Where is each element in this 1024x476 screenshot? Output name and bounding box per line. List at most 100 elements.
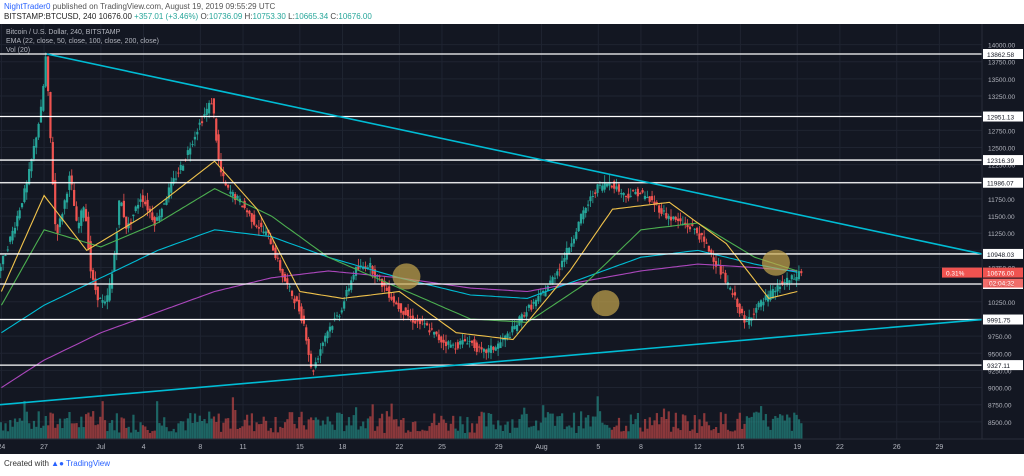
tradingview-logo[interactable]: ▲● TradingView [51,459,111,468]
volume-bar [634,419,637,439]
candle-body [205,108,208,115]
price-tick-label: 9500.00 [988,351,1012,358]
volume-bar [9,420,12,439]
volume-bar [77,427,81,439]
volume-bar [684,415,687,439]
volume-bar [490,413,493,439]
candle-body [513,325,516,330]
chart-area[interactable]: 8500.00 8750.00 9000.00 9250.00 9500.00 9750.… [0,24,1024,454]
volume-bar [577,426,580,439]
volume-bar [28,423,31,439]
level-price-label: 10948.03 [987,252,1014,259]
candle-body [115,232,118,255]
candle-body [338,316,341,318]
volume-bar [617,417,621,439]
volume-bar [291,412,294,439]
volume-bar [75,423,78,439]
candle-body [82,207,85,218]
candle-body [454,348,457,350]
candle-body [508,337,512,339]
candle-body [463,339,467,342]
candle-body [369,263,372,268]
volume-bar [267,430,270,439]
legend-title: Bitcoin / U.S. Dollar, 240, BITSTAMP [6,29,121,36]
time-tick-label: 15 [737,444,745,451]
candle-body [714,260,718,267]
candle-body [229,191,232,194]
volume-bar [800,423,803,439]
candle-body [210,103,213,105]
volume-bar [295,428,298,439]
candle-body [527,304,530,308]
candle-body [61,214,64,222]
candle-body [605,183,609,187]
volume-bar [347,417,351,439]
candle-body [262,231,265,233]
candle-body [352,274,355,280]
candle-body [250,213,253,222]
legend-ema[interactable]: EMA (22, close, 50, close, 100, close, 2… [6,38,159,45]
volume-bar [328,421,332,439]
ohlc-line: BITSTAMP:BTCUSD, 240 10676.00 +357.01 (+… [4,12,372,21]
volume-bar [501,430,505,439]
volume-bar [84,414,88,439]
volume-bar [620,431,623,439]
candle-body [141,195,144,202]
volume-bar [674,412,677,439]
candle-body [579,214,583,224]
volume-bar [646,428,649,439]
candle-body [698,233,701,240]
candle-body [274,247,277,259]
candle-body [286,278,289,285]
volume-bar [698,419,701,439]
volume-bar [537,430,540,439]
volume-bar [253,431,256,439]
candle-body [660,208,663,214]
tradingview-brand[interactable]: TradingView [65,459,111,468]
candle-body [300,306,303,321]
volume-bar [778,414,782,439]
price-chart[interactable]: 8500.00 8750.00 9000.00 9250.00 9500.00 9750.… [0,24,1024,454]
volume-bar [774,416,777,439]
volume-bar [269,428,272,439]
level-price-tag [983,49,1023,60]
volume-bar [364,428,367,439]
candle-body [501,338,504,340]
volume-bar [276,432,280,439]
volume-bar [651,425,654,439]
author-link[interactable]: NightTrader0 [4,2,51,11]
volume-bar [473,432,476,439]
volume-bar [340,413,343,439]
time-tick-label: 27 [40,444,48,451]
volume-bar [525,413,528,439]
candle-body [6,249,9,251]
candle-body [736,298,739,308]
price-tick-label: 13500.00 [988,77,1015,84]
price-tick-label: 11250.00 [988,231,1015,238]
volume-bar [686,421,689,439]
low-label: L: [288,12,295,21]
volume-bar [527,427,531,439]
time-tick-label: 25 [438,444,446,451]
candle-body [103,301,107,304]
volume-bar [762,420,765,439]
volume-bar [231,397,235,439]
volume-bar [418,431,422,439]
candle-body [693,228,696,230]
candle-body [414,320,417,324]
volume-bar [354,407,358,439]
candle-body [492,346,495,350]
candle-body [615,186,618,190]
candle-body [163,203,166,205]
volume-bar [544,417,547,439]
volume-bar [122,418,126,439]
candle-body [478,346,481,348]
volume-bar [719,412,722,439]
volume-bar [331,424,334,439]
candle-body [215,118,218,141]
volume-bar [144,426,147,439]
volume-bar [82,427,85,439]
volume-bar [506,421,509,439]
legend-volume[interactable]: Vol (20) [6,47,31,54]
time-tick-label: Aug [535,444,548,451]
